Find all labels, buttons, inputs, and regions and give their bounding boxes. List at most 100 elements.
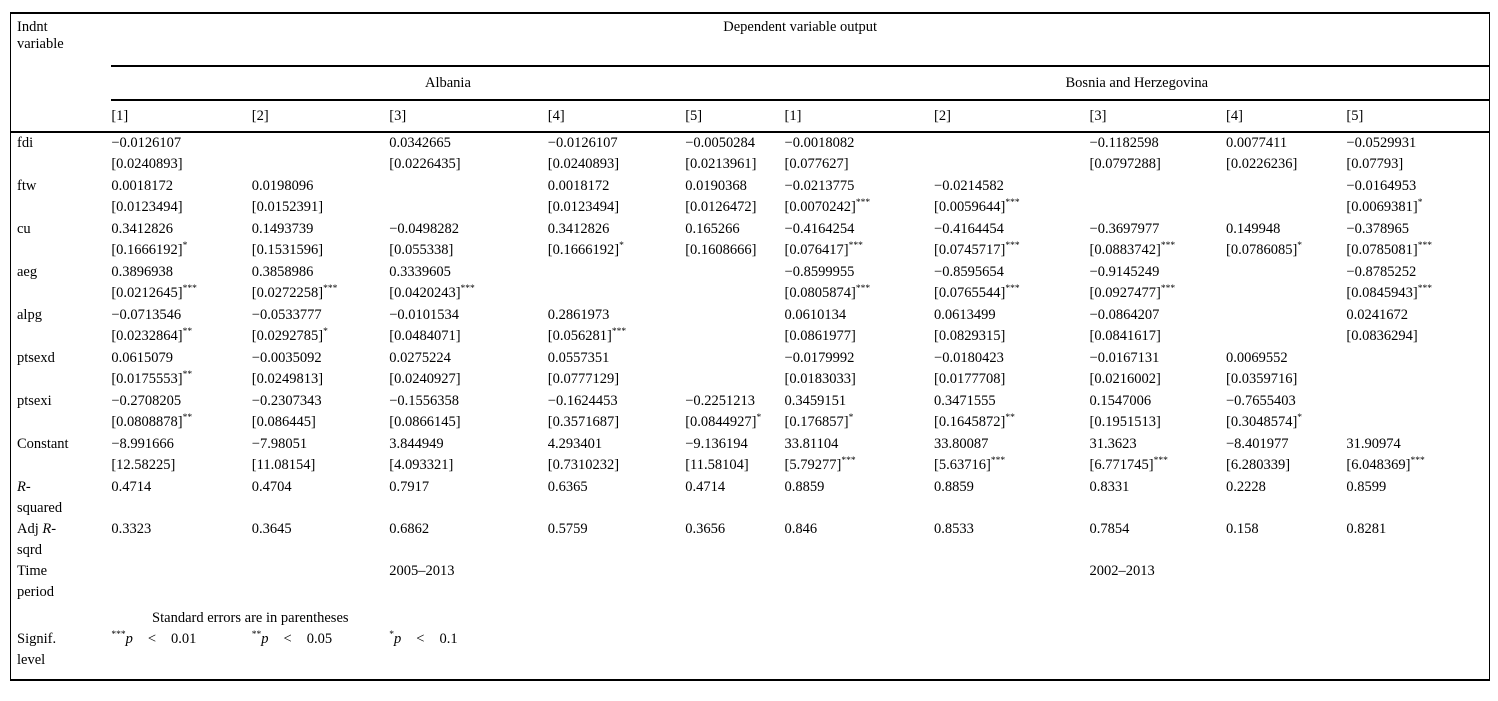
coefficient-value: −0.0167131 [1089, 350, 1160, 366]
dependent-variable-header: Dependent variable output [111, 14, 1489, 67]
header-row-dependent: Indnt variable Dependent variable output [11, 14, 1489, 67]
standard-error-value: [0.055338] [389, 242, 454, 258]
statistic-cell [252, 561, 389, 607]
coefficient-value: −0.0126107 [547, 135, 618, 151]
coefficient-cell: 0.3412826 [0.1666192]* [111, 219, 251, 262]
standard-error-value: [0.0126472] [685, 199, 757, 215]
standard-error-value: [11.58104] [685, 457, 749, 473]
coefficient-value: 0.1493739 [251, 221, 314, 237]
standard-error-value: [0.0866145] [389, 414, 461, 430]
standard-error-value: [0.0844927]* [685, 413, 762, 430]
coefficient-value: 4.293401 [547, 436, 603, 452]
standard-error-value: [0.0212645]*** [111, 284, 197, 301]
coefficient-value: 0.3471555 [934, 393, 996, 409]
standard-error-value: [0.1666192]* [111, 241, 188, 258]
significance-stars: *** [182, 284, 197, 295]
standard-error-value: [0.0785081]*** [1346, 241, 1432, 258]
statistic-cell: 0.8533 [934, 521, 974, 537]
significance-stars: ** [1005, 413, 1015, 424]
standard-error-value: [0.0292785]* [251, 327, 328, 344]
coefficient-value: −0.8599955 [784, 264, 855, 280]
standard-error-value: [0.0786085]* [1226, 241, 1303, 258]
coefficient-value: −0.0126107 [111, 135, 182, 151]
regression-table: Indnt variable Dependent variable output … [11, 14, 1489, 675]
row-label-line: Adj R- [17, 521, 57, 537]
coefficient-value: 33.80087 [934, 436, 989, 452]
coefficient-row: ptsexd 0.0615079 [0.0175553]** −0.0035092 [0… [11, 348, 1489, 391]
coefficient-value: −9.136194 [685, 436, 748, 452]
significance-threshold-cell: ***p <0.01 [111, 629, 251, 675]
coefficient-value: 0.0342665 [389, 135, 451, 151]
p-letter: p [125, 631, 133, 647]
standard-error-value: [0.0845943]*** [1346, 284, 1432, 301]
standard-error-value: [0.0841617] [1089, 328, 1161, 344]
coefficient-cell: −0.8595654 [0.0765544]*** [934, 262, 1090, 305]
standard-error-value: [0.0927477]*** [1089, 284, 1176, 301]
header-row-countries: Albania Bosnia and Herzegovina [11, 66, 1489, 101]
standard-error-value: [0.0175553]** [111, 370, 193, 387]
coefficient-cell: 0.149948 [0.0786085]* [1226, 219, 1346, 262]
significance-stars: *** [1153, 456, 1168, 467]
coefficient-value: 0.0190368 [685, 178, 747, 194]
group-header-albania: Albania [111, 66, 785, 101]
significance-threshold-cell: *p <0.1 [389, 629, 548, 675]
coefficient-value: 0.1547006 [1089, 393, 1152, 409]
coefficient-row: aeg 0.3896938 [0.0212645]*** 0.3858986 [0.02… [11, 262, 1489, 305]
statistic-cell: 0.3323 [111, 521, 152, 537]
statistic-cell: 0.8331 [1089, 479, 1130, 495]
significance-stars: *** [1417, 284, 1432, 295]
standard-error-value: [0.7310232] [547, 457, 620, 473]
significance-stars: * [389, 630, 394, 641]
coefficient-cell [934, 132, 1090, 176]
coefficient-cell: −0.0529931 [0.07793] [1346, 132, 1489, 176]
coefficient-cell: −0.0864207 [0.0841617] [1090, 305, 1226, 348]
standard-error-value: [0.3571687] [547, 414, 620, 430]
standard-error-value: [12.58225] [111, 457, 176, 473]
coefficient-cell: −0.1624453 [0.3571687] [548, 391, 685, 434]
significance-stars: ** [182, 327, 193, 338]
coefficient-value: −0.0180423 [934, 350, 1004, 366]
standard-error-value: [0.0123494] [547, 199, 620, 215]
standard-error-value: [5.79277]*** [784, 456, 856, 473]
standard-error-value: [0.086445] [251, 414, 316, 430]
standard-error-value: [0.0226236] [1226, 156, 1298, 172]
coefficient-value: −0.2708205 [111, 393, 182, 409]
coefficient-cell: −0.0498282 [0.055338] [389, 219, 548, 262]
coefficient-cell: −0.8785252 [0.0845943]*** [1346, 262, 1489, 305]
p-threshold-value: 0.1 [439, 631, 458, 647]
significance-stars: *** [848, 241, 863, 252]
statistic-cell [1226, 561, 1346, 607]
row-label-line: Time [17, 563, 48, 579]
standard-error-value: [0.1645872]** [934, 413, 1015, 430]
coefficient-value: −7.98051 [251, 436, 308, 452]
significance-threshold-cell: **p <0.05 [252, 629, 389, 675]
coefficient-value: 0.0241672 [1346, 307, 1409, 323]
statistic-cell: 0.5759 [547, 521, 588, 537]
coefficient-cell: −7.98051 [11.08154] [252, 434, 389, 477]
coefficient-value: −0.9145249 [1089, 264, 1160, 280]
coefficient-value: −0.0035092 [251, 350, 322, 366]
less-than-sign: < [416, 631, 425, 647]
standard-error-value: [0.077627] [784, 156, 849, 172]
row-header-line: variable [17, 36, 64, 52]
note-row: Standard errors are in parentheses [11, 607, 1489, 629]
coefficient-cell: −0.0167131 [0.0216002] [1090, 348, 1226, 391]
coefficient-cell: −0.0533777 [0.0292785]* [252, 305, 389, 348]
coefficient-value: 0.0610134 [784, 307, 847, 323]
coefficient-cell: 0.0077411 [0.0226236] [1226, 132, 1346, 176]
standard-error-value: [0.0177708] [934, 371, 1006, 387]
standard-error-value: [0.0123494] [111, 199, 183, 215]
coefficient-cell [252, 132, 389, 176]
row-label: aeg [17, 264, 38, 280]
significance-stars: *** [990, 456, 1006, 467]
coefficient-value: −8.991666 [111, 436, 174, 452]
standard-error-value: [0.056281]*** [547, 327, 627, 344]
coefficient-value: −0.0498282 [389, 221, 460, 237]
statistic-cell: 0.8599 [1346, 479, 1387, 495]
row-label-line: period [17, 584, 55, 600]
p-symbol: **p [252, 629, 269, 650]
coefficient-value: 0.0615079 [111, 350, 173, 366]
coefficient-value: −0.378965 [1346, 221, 1409, 237]
coefficient-cell: 0.0069552 [0.0359716] [1226, 348, 1346, 391]
statistic-cell: 0.4714 [111, 479, 152, 495]
